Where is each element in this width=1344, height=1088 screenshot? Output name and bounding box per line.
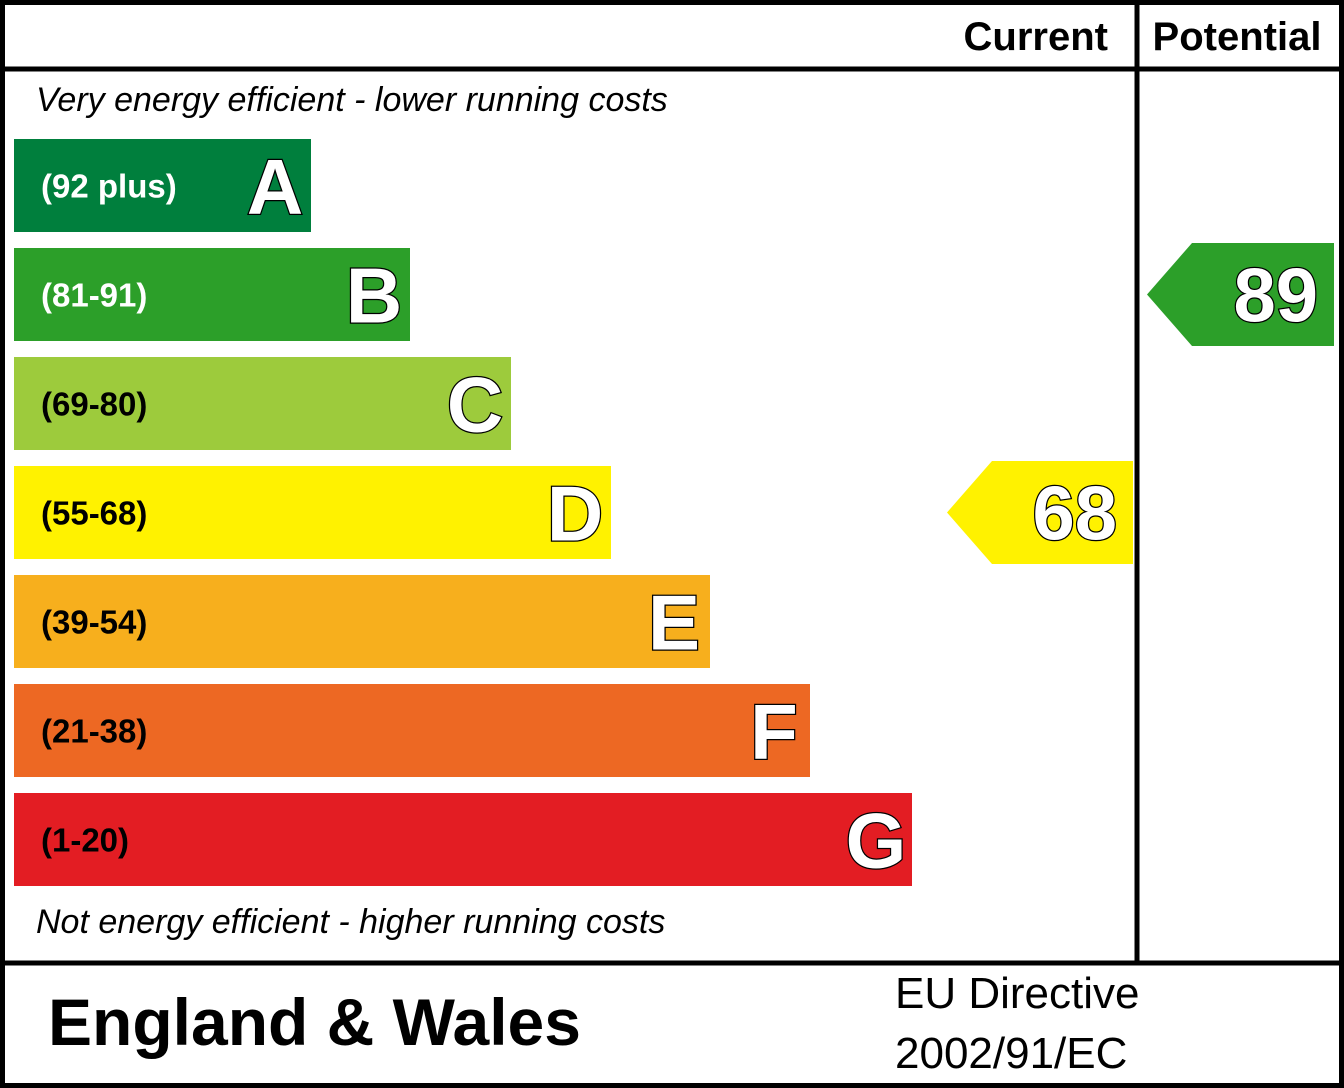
band-e-range: (39-54) xyxy=(41,604,147,641)
band-b-bar xyxy=(14,248,410,341)
band-e-letter: E xyxy=(648,579,700,667)
potential-header: Potential xyxy=(1153,15,1322,59)
band-a-bar xyxy=(14,139,311,232)
band-f-letter: F xyxy=(750,688,798,776)
top-note: Very energy efficient - lower running co… xyxy=(36,81,668,119)
current-header: Current xyxy=(964,15,1108,59)
band-a-letter: A xyxy=(247,143,303,231)
band-a-range: (92 plus) xyxy=(41,168,177,205)
band-g-bar xyxy=(14,793,912,886)
band-c-letter: C xyxy=(447,361,503,449)
band-g-range: (1-20) xyxy=(41,822,129,859)
rating-bands: (92 plus) A (81-91) B (69-80) C (55-68) D (39-54… xyxy=(14,139,912,886)
band-b-range: (81-91) xyxy=(41,277,147,314)
band-c-range: (69-80) xyxy=(41,386,147,423)
current-rating-arrow xyxy=(947,461,1133,564)
bottom-note: Not energy efficient - higher running co… xyxy=(36,903,665,941)
region-label: England & Wales xyxy=(48,985,581,1059)
directive-line1: EU Directive xyxy=(895,969,1140,1018)
band-e-bar xyxy=(14,575,710,668)
band-g-letter: G xyxy=(846,797,907,885)
band-d-letter: D xyxy=(547,470,603,558)
current-rating-value: 68 xyxy=(1032,472,1117,557)
band-d-range: (55-68) xyxy=(41,495,147,532)
potential-rating-arrow xyxy=(1147,243,1334,346)
band-d-bar xyxy=(14,466,611,559)
band-f-bar xyxy=(14,684,810,777)
band-f-range: (21-38) xyxy=(41,713,147,750)
potential-rating-value: 89 xyxy=(1233,254,1318,339)
rating-arrows: 68 89 xyxy=(947,243,1334,564)
band-c-bar xyxy=(14,357,511,450)
band-b-letter: B xyxy=(346,252,402,340)
directive-line2: 2002/91/EC xyxy=(895,1029,1127,1078)
